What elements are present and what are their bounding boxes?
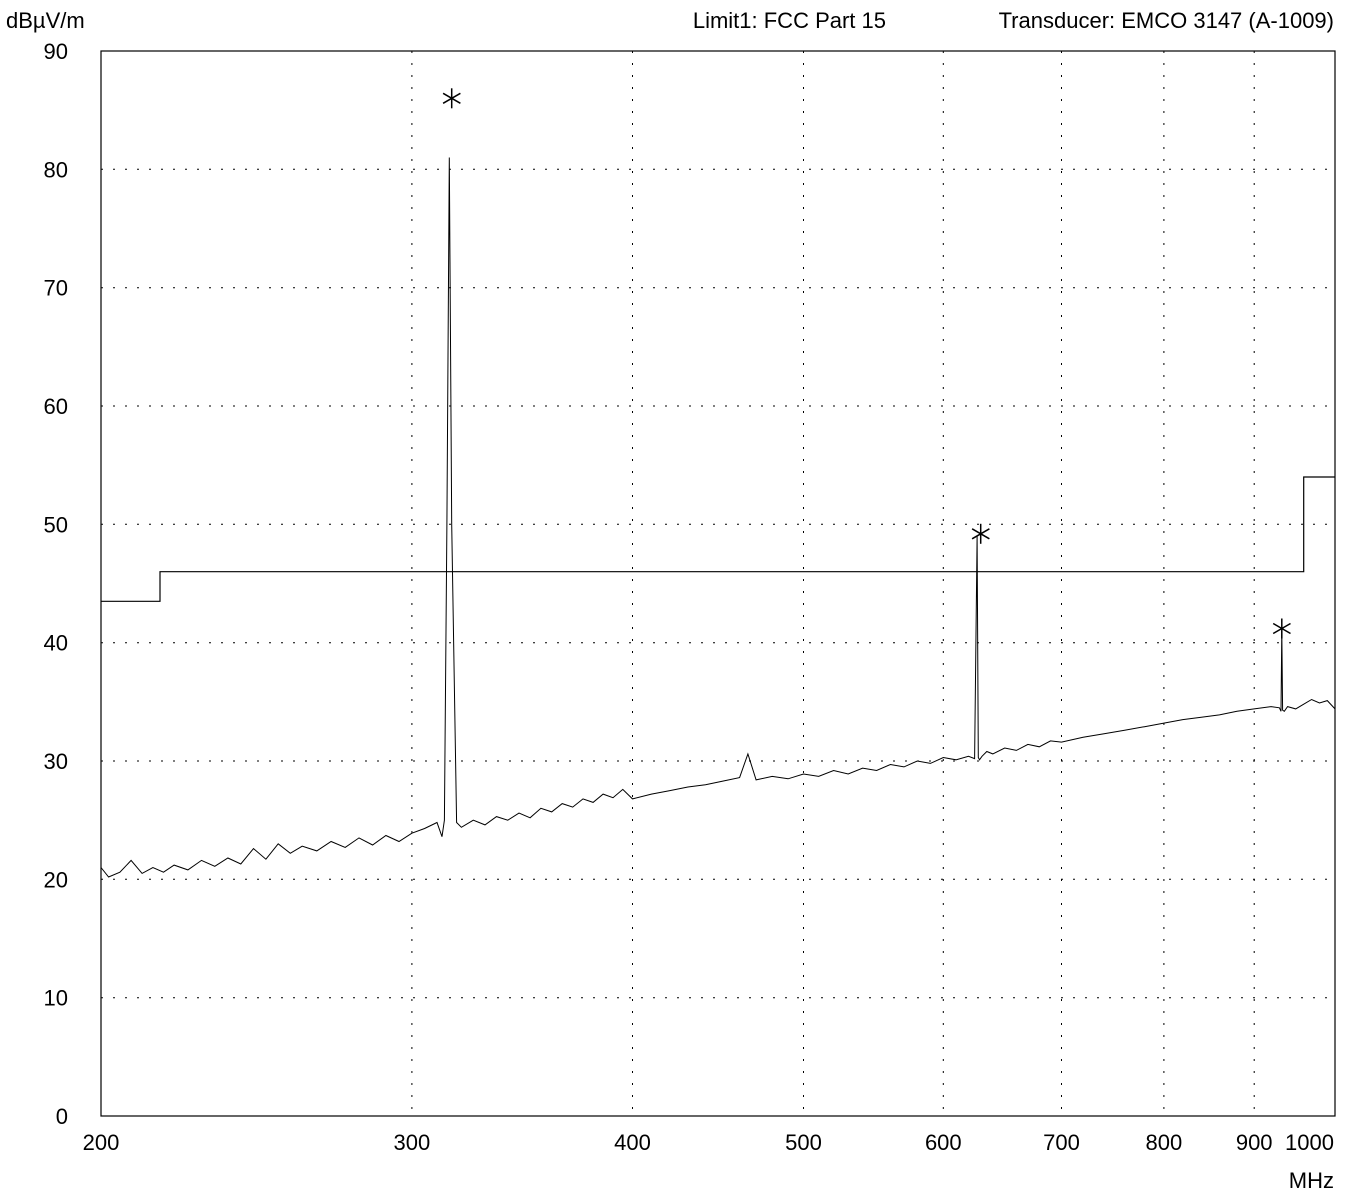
peak-markers xyxy=(442,88,1291,639)
transducer-label: Transducer: EMCO 3147 (A-1009) xyxy=(999,8,1334,33)
x-tick-label: 900 xyxy=(1236,1130,1273,1155)
plot-frame xyxy=(100,50,1336,1117)
y-tick-label: 40 xyxy=(44,631,68,656)
peak-marker xyxy=(442,88,461,109)
x-tick-label: 800 xyxy=(1146,1130,1183,1155)
y-tick-label: 60 xyxy=(44,394,68,419)
x-tick-label: 300 xyxy=(394,1130,431,1155)
peak-marker xyxy=(1272,618,1291,639)
measurement-trace xyxy=(100,157,1336,878)
y-tick-label: 30 xyxy=(44,749,68,774)
y-tick-label: 90 xyxy=(44,39,68,64)
x-tick-label: 500 xyxy=(785,1130,822,1155)
y-tick-label: 70 xyxy=(44,276,68,301)
y-tick-label: 80 xyxy=(44,157,68,182)
limit-line xyxy=(101,476,1335,602)
x-tick-label: 400 xyxy=(614,1130,651,1155)
gridlines xyxy=(101,51,1335,1116)
limit-label: Limit1: FCC Part 15 xyxy=(693,8,886,33)
peak-marker xyxy=(971,523,990,544)
limit-line-layer xyxy=(101,476,1335,602)
x-tick-labels: 200 300 400 500 600 700 800 900 1000 xyxy=(83,1130,1334,1155)
y-tick-label: 0 xyxy=(56,1104,68,1129)
x-tick-label: 200 xyxy=(83,1130,120,1155)
x-unit-label: MHz xyxy=(1289,1168,1334,1193)
x-tick-label: 1000 xyxy=(1285,1130,1334,1155)
x-tick-label: 700 xyxy=(1043,1130,1080,1155)
y-unit-label: dBµV/m xyxy=(6,8,85,33)
measurement-trace-layer xyxy=(100,157,1336,878)
y-tick-label: 50 xyxy=(44,512,68,537)
y-tick-label: 20 xyxy=(44,867,68,892)
y-tick-label: 10 xyxy=(44,986,68,1011)
y-tick-labels: 0 10 20 30 40 50 60 70 80 90 xyxy=(44,39,68,1129)
x-tick-label: 600 xyxy=(925,1130,962,1155)
